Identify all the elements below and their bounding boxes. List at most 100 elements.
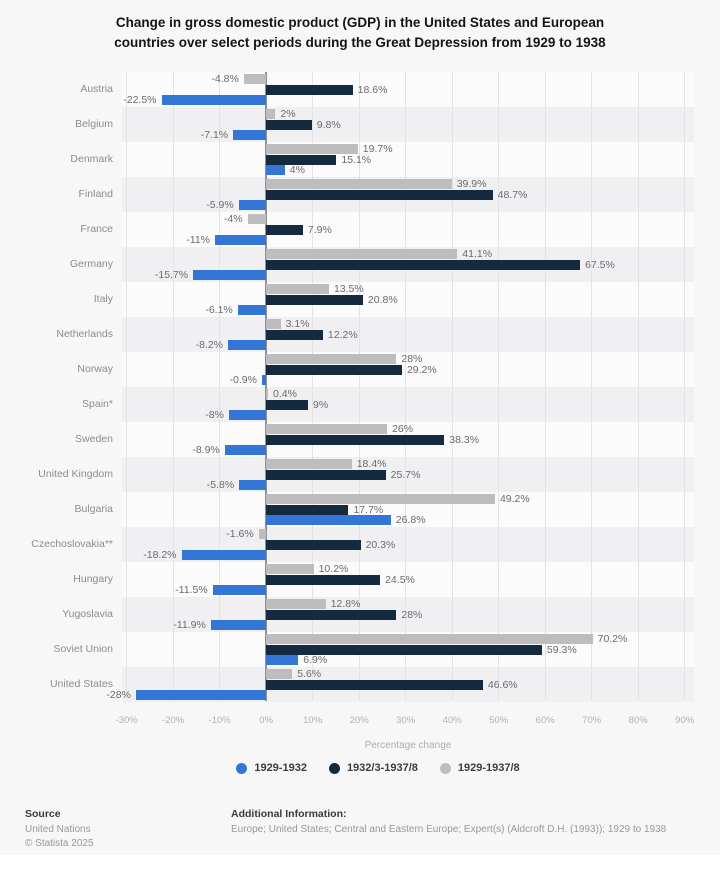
value-label: -8% xyxy=(205,409,224,421)
gridline xyxy=(684,72,686,701)
bar-1932-3-1937-8 xyxy=(266,609,397,620)
legend-dot xyxy=(439,762,451,774)
legend-item: 1932/3-1937/8 xyxy=(328,762,418,774)
gridline xyxy=(637,72,639,701)
category-label: Italy xyxy=(93,293,113,305)
bar-1932-3-1937-8 xyxy=(266,224,303,235)
bar-1929-1937-8 xyxy=(266,564,314,574)
value-label: -18.2% xyxy=(143,549,177,561)
legend-label: 1929-1937/8 xyxy=(457,762,520,774)
row-band xyxy=(122,142,694,177)
bar-1929-1937-8 xyxy=(247,214,267,224)
value-label: -5.9% xyxy=(206,199,234,211)
gridline xyxy=(591,72,593,701)
value-label: 26.8% xyxy=(395,514,426,526)
value-label: 39.9% xyxy=(456,178,487,190)
value-label: 18.4% xyxy=(356,458,387,470)
bar-1929-1932 xyxy=(193,270,267,280)
category-label: United States xyxy=(49,678,113,690)
value-label: -1.6% xyxy=(226,528,254,540)
gridline xyxy=(312,72,314,701)
bar-1932-3-1937-8 xyxy=(266,329,323,340)
value-label: 46.6% xyxy=(487,678,518,691)
value-label: -7.1% xyxy=(200,129,229,141)
row-band xyxy=(122,387,694,422)
bar-1932-3-1937-8 xyxy=(266,469,386,480)
chart-title: Change in gross domestic product (GDP) i… xyxy=(0,13,720,53)
value-label: -0.9% xyxy=(229,374,257,386)
bar-1929-1932 xyxy=(228,410,267,420)
category-label: Sweden xyxy=(75,433,113,445)
legend-label: 1929-1932 xyxy=(254,762,307,774)
value-label: 18.6% xyxy=(357,83,388,96)
value-label: 59.3% xyxy=(546,643,577,656)
x-tick-label: 0% xyxy=(259,715,274,726)
bar-1929-1937-8 xyxy=(266,144,358,154)
category-label: Denmark xyxy=(70,153,113,165)
bar-1929-1932 xyxy=(238,200,267,210)
value-label: 48.7% xyxy=(497,188,528,201)
gridline xyxy=(544,72,546,701)
bar-1929-1937-8 xyxy=(266,599,326,609)
value-label: 2% xyxy=(280,108,296,120)
bar-1932-3-1937-8 xyxy=(266,294,363,305)
bar-1932-3-1937-8 xyxy=(266,259,581,270)
bar-1932-3-1937-8 xyxy=(266,679,483,690)
bar-1929-1932 xyxy=(261,375,267,385)
bar-1932-3-1937-8 xyxy=(266,574,381,585)
plot-area: Austria Belgium Denmark Finland France German… xyxy=(31,72,694,726)
bar-1932-3-1937-8 xyxy=(266,644,542,655)
value-label: 25.7% xyxy=(390,468,421,481)
additional-info-heading: Additional Information: xyxy=(231,808,347,820)
category-label: Norway xyxy=(77,363,113,375)
bar-1929-1937-8 xyxy=(266,389,269,399)
legend: 1929-1932 1932/3-1937/8 1929-1937/8 xyxy=(18,762,720,774)
category-label: Finland xyxy=(78,188,113,200)
bar-1932-3-1937-8 xyxy=(266,434,445,445)
legend-dot xyxy=(328,762,340,774)
x-tick-label: 30% xyxy=(396,715,416,726)
value-label: 19.7% xyxy=(362,143,393,155)
value-label: -6.1% xyxy=(205,304,233,316)
x-tick-label: -10% xyxy=(208,715,231,726)
category-label: Germany xyxy=(69,258,113,270)
bar-1929-1937-8 xyxy=(266,494,495,504)
value-label: 10.2% xyxy=(318,563,349,575)
bar-plot: Austria Belgium Denmark Finland France German… xyxy=(31,72,694,702)
legend-item: 1929-1932 xyxy=(236,762,307,774)
legend-label: 1932/3-1937/8 xyxy=(346,762,418,774)
bar-1929-1932 xyxy=(161,95,267,105)
x-tick-label: 90% xyxy=(675,715,695,726)
value-label: 15.1% xyxy=(341,153,372,166)
value-label: 6.9% xyxy=(303,654,328,666)
bar-1929-1937-8 xyxy=(266,179,452,189)
category-label: Yugoslavia xyxy=(62,608,113,620)
bar-1929-1932 xyxy=(233,130,267,140)
chart-title-line1: Change in gross domestic product (GDP) i… xyxy=(115,15,605,30)
bar-1929-1932 xyxy=(181,550,267,560)
bar-1932-3-1937-8 xyxy=(266,189,493,200)
value-label: 20.8% xyxy=(367,293,398,306)
bar-1929-1937-8 xyxy=(258,529,267,539)
bar-1929-1932 xyxy=(212,585,267,595)
additional-info-block: Additional Information: Europe; United S… xyxy=(231,808,691,837)
source-block: Source United Nations © Statista 2025 xyxy=(25,808,94,850)
value-label: 28% xyxy=(401,608,423,621)
value-label: 9% xyxy=(313,398,329,411)
category-label: United Kingdom xyxy=(38,468,113,480)
row-band xyxy=(122,352,694,387)
bar-1932-3-1937-8 xyxy=(266,84,353,95)
bar-1932-3-1937-8 xyxy=(266,364,402,375)
value-label: 12.8% xyxy=(330,598,361,610)
value-label: 67.5% xyxy=(585,258,615,271)
row-band xyxy=(122,107,694,142)
value-label: -5.8% xyxy=(206,479,235,491)
x-tick-label: 60% xyxy=(535,715,555,726)
value-label: -11.9% xyxy=(173,619,206,631)
value-label: -8.2% xyxy=(195,339,224,351)
value-label: -28% xyxy=(106,689,131,701)
bar-1929-1932 xyxy=(266,515,391,525)
value-label: 41.1% xyxy=(462,248,493,260)
x-tick-label: 10% xyxy=(303,715,323,726)
